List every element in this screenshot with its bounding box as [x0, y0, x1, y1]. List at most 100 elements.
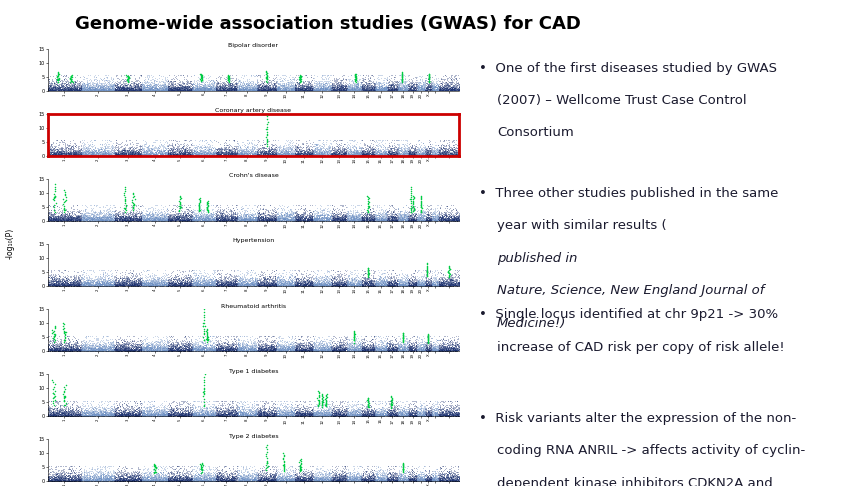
- Point: [203, 345, 217, 353]
- Point: [345, 85, 359, 93]
- Point: [350, 84, 364, 91]
- Point: [380, 338, 394, 346]
- Point: [139, 411, 153, 418]
- Point: [214, 148, 228, 156]
- Point: [400, 468, 414, 475]
- Point: [403, 341, 416, 349]
- Point: [300, 276, 314, 284]
- Point: [364, 276, 378, 284]
- Point: [327, 344, 340, 352]
- Point: [66, 400, 79, 408]
- Point: [194, 85, 208, 92]
- Point: [70, 277, 84, 285]
- Point: [416, 277, 430, 284]
- Point: [414, 86, 428, 93]
- Point: [302, 210, 316, 218]
- Point: [298, 476, 312, 484]
- Point: [306, 275, 320, 283]
- Point: [346, 85, 360, 93]
- Point: [319, 281, 333, 289]
- Point: [49, 84, 63, 91]
- Point: [283, 211, 296, 219]
- Point: [410, 407, 423, 415]
- Point: [193, 347, 206, 354]
- Point: [230, 281, 244, 289]
- Point: [211, 152, 225, 159]
- Point: [435, 216, 448, 224]
- Point: [354, 214, 368, 222]
- Point: [45, 466, 59, 473]
- Point: [426, 409, 440, 417]
- Point: [176, 86, 190, 94]
- Point: [304, 468, 318, 476]
- Point: [298, 347, 312, 354]
- Point: [235, 280, 249, 288]
- Point: [379, 410, 393, 417]
- Point: [414, 84, 428, 92]
- Point: [288, 213, 302, 221]
- Point: [232, 149, 246, 156]
- Point: [200, 475, 213, 483]
- Point: [250, 150, 264, 158]
- Point: [351, 470, 365, 478]
- Point: [334, 477, 347, 485]
- Point: [427, 87, 441, 94]
- Point: [347, 281, 361, 289]
- Point: [357, 475, 371, 483]
- Point: [62, 411, 76, 418]
- Point: [338, 149, 352, 156]
- Point: [118, 474, 131, 482]
- Point: [392, 210, 406, 218]
- Point: [397, 412, 411, 419]
- Point: [189, 86, 203, 94]
- Point: [408, 216, 422, 224]
- Point: [349, 83, 363, 91]
- Point: [346, 475, 359, 483]
- Point: [235, 81, 249, 88]
- Point: [254, 336, 268, 344]
- Point: [342, 145, 356, 153]
- Point: [416, 144, 430, 152]
- Point: [321, 274, 335, 282]
- Point: [316, 217, 330, 225]
- Point: [328, 148, 342, 156]
- Point: [274, 346, 288, 354]
- Point: [301, 151, 314, 159]
- Point: [295, 476, 309, 484]
- Point: [141, 149, 155, 157]
- Point: [306, 207, 320, 215]
- Point: [328, 472, 342, 480]
- Point: [369, 151, 383, 159]
- Point: [97, 280, 111, 288]
- Point: [194, 71, 207, 79]
- Point: [442, 345, 455, 353]
- Point: [104, 408, 118, 416]
- Point: [219, 87, 233, 94]
- Point: [310, 282, 324, 290]
- Point: [203, 411, 217, 419]
- Point: [129, 87, 143, 94]
- Point: [53, 347, 67, 355]
- Point: [416, 345, 430, 352]
- Point: [284, 282, 298, 290]
- Point: [88, 346, 102, 354]
- Point: [74, 344, 88, 351]
- Point: [102, 79, 116, 87]
- Point: [342, 341, 356, 348]
- Point: [137, 410, 150, 418]
- Point: [309, 216, 323, 224]
- Point: [139, 347, 153, 355]
- Point: [421, 277, 435, 285]
- Point: [230, 147, 244, 155]
- Point: [319, 85, 333, 93]
- Point: [168, 476, 181, 484]
- Point: [85, 143, 98, 151]
- Point: [114, 151, 128, 159]
- Point: [115, 341, 129, 349]
- Point: [155, 347, 168, 354]
- Point: [75, 337, 89, 345]
- Point: [146, 151, 160, 158]
- Point: [382, 267, 396, 275]
- Point: [379, 280, 393, 288]
- Point: [438, 281, 452, 289]
